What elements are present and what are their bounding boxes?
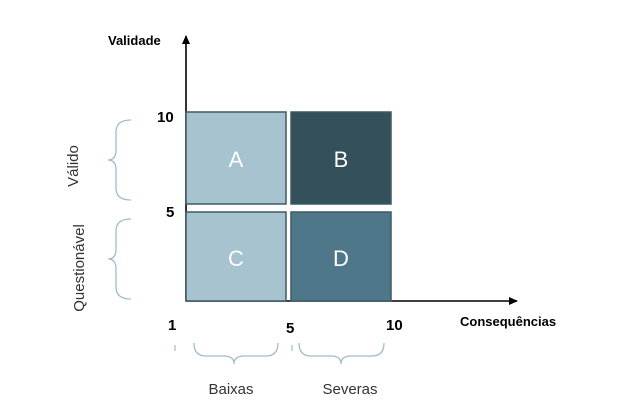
quadrant-c: C: [185, 211, 287, 302]
quadrant-c-label: C: [228, 246, 244, 271]
x-axis-title: Consequências: [460, 314, 556, 329]
quadrant-a-box: [185, 111, 287, 205]
group-label-baixas: Baixas: [208, 381, 253, 398]
brace-severas: [298, 342, 385, 365]
quadrant-c-box: [185, 211, 287, 302]
y-tick-10: 10: [157, 109, 174, 126]
quadrant-b: B: [290, 111, 392, 205]
brace-valido: [107, 119, 132, 201]
quadrant-d-box: [290, 211, 392, 302]
brace-questionavel: [107, 218, 132, 300]
quadrant-b-label: B: [334, 147, 349, 172]
quadrant-a: A: [185, 111, 287, 205]
x-tick-10: 10: [386, 317, 403, 334]
quadrant-d: D: [290, 211, 392, 302]
y-tick-5: 5: [166, 204, 174, 221]
brace-baixas: [193, 342, 279, 365]
group-label-valido: Válido: [65, 145, 82, 187]
x-tick-1: 1: [168, 317, 176, 334]
quadrant-d-label: D: [333, 246, 349, 271]
group-label-questionavel: Questionável: [71, 224, 88, 312]
group-label-severas: Severas: [322, 381, 377, 398]
y-axis-title: Validade: [108, 33, 161, 48]
x-tick-5: 5: [286, 320, 294, 337]
quadrant-a-label: A: [229, 147, 244, 172]
quadrant-b-box: [290, 111, 392, 205]
